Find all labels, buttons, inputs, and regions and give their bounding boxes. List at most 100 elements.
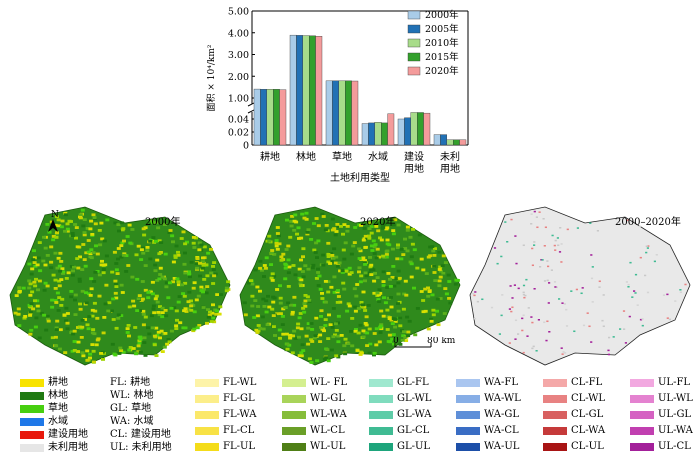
legend-transition-item: UL-GL [630, 409, 691, 421]
map-cell [64, 277, 69, 280]
map-cell [143, 315, 148, 319]
map-cell [291, 264, 296, 267]
map-cell [401, 334, 406, 338]
map-cell [118, 346, 123, 350]
map-cell [544, 226, 547, 229]
map-cell [154, 294, 159, 298]
map-cell [173, 256, 178, 259]
map-cell [76, 340, 81, 344]
map-cell [286, 301, 291, 305]
map-cell [589, 222, 592, 224]
map-cell [385, 286, 390, 289]
map-cell [102, 316, 107, 319]
map-cell [522, 293, 525, 296]
map-cell [539, 266, 542, 268]
map-cell [189, 304, 194, 308]
map-cell [128, 346, 133, 349]
map-cell [57, 224, 62, 228]
legend-transition-item: FL-WA [195, 409, 256, 421]
map-cell [297, 335, 301, 339]
map-cell [500, 314, 503, 317]
map-cell [396, 281, 401, 285]
legend-transition-label: GL-WA [397, 409, 432, 420]
map-cell [554, 239, 557, 242]
map-cell [527, 307, 530, 309]
map-cell [328, 262, 333, 265]
map-cell [590, 341, 593, 343]
map-cell [215, 309, 219, 313]
map-cell [435, 309, 439, 313]
map-cell [191, 236, 196, 239]
map-cell [153, 297, 158, 301]
map-cell [101, 271, 106, 275]
map-cell [99, 221, 104, 225]
map-cell [432, 254, 437, 257]
y-tick-label: 5.00 [228, 7, 249, 18]
map-cell [258, 266, 263, 270]
y-tick-label: 3.00 [228, 50, 249, 61]
map-cell [286, 271, 291, 275]
bar [404, 117, 411, 146]
legend-swatch [282, 411, 306, 419]
map-cell [59, 260, 64, 263]
map-cell [547, 265, 550, 268]
map-cell [377, 255, 382, 259]
map-cell [406, 334, 411, 338]
map-cell [303, 299, 308, 303]
map-cell [447, 280, 452, 283]
map-cell [255, 285, 260, 289]
map-cell [379, 309, 384, 313]
map-cell [391, 265, 396, 268]
map-cell [155, 300, 160, 304]
map-cell [402, 292, 407, 296]
map-cell [83, 318, 87, 321]
map-cell [429, 317, 434, 321]
map-cell [250, 294, 255, 298]
map-cell [401, 253, 406, 256]
map-cell [428, 254, 433, 258]
legend-swatch [369, 411, 393, 419]
map-cell [288, 336, 293, 340]
map-cell [293, 337, 298, 340]
map-cell [590, 254, 593, 256]
map-cell [303, 264, 308, 268]
map-cell [82, 258, 87, 261]
map-cell [310, 340, 315, 343]
legend-swatch [407, 10, 421, 20]
bar [296, 35, 303, 146]
map-cell [370, 249, 375, 252]
legend-swatch [630, 395, 654, 403]
map-cell [183, 271, 188, 275]
map-cell [531, 321, 534, 324]
map-cell [29, 328, 34, 332]
map-cell [336, 340, 341, 344]
map-cell [54, 326, 59, 330]
map-cell [354, 328, 358, 331]
map-cell [283, 266, 288, 270]
map-cell [546, 260, 549, 262]
map-cell [152, 311, 157, 315]
land-use-change-map [469, 206, 691, 366]
map-cell [60, 219, 65, 223]
map-cell [292, 295, 297, 299]
map-cell [96, 337, 101, 341]
map-cell [352, 241, 357, 244]
bar [417, 112, 424, 146]
map-cell [633, 290, 636, 292]
map-cell [548, 331, 551, 333]
map-cell [88, 352, 93, 356]
map-cell [372, 279, 377, 283]
map-cell [405, 249, 410, 253]
map-cell [60, 267, 65, 271]
map-cell [58, 269, 63, 273]
map-cell [55, 319, 60, 323]
bar [273, 89, 280, 146]
map-cell [304, 334, 309, 338]
map-cell [284, 248, 289, 251]
map-cell [155, 279, 160, 282]
map-cell [358, 280, 363, 284]
map-cell [261, 297, 266, 301]
map-cell [286, 244, 291, 248]
map-cell [300, 343, 305, 347]
map-cell [95, 270, 100, 273]
